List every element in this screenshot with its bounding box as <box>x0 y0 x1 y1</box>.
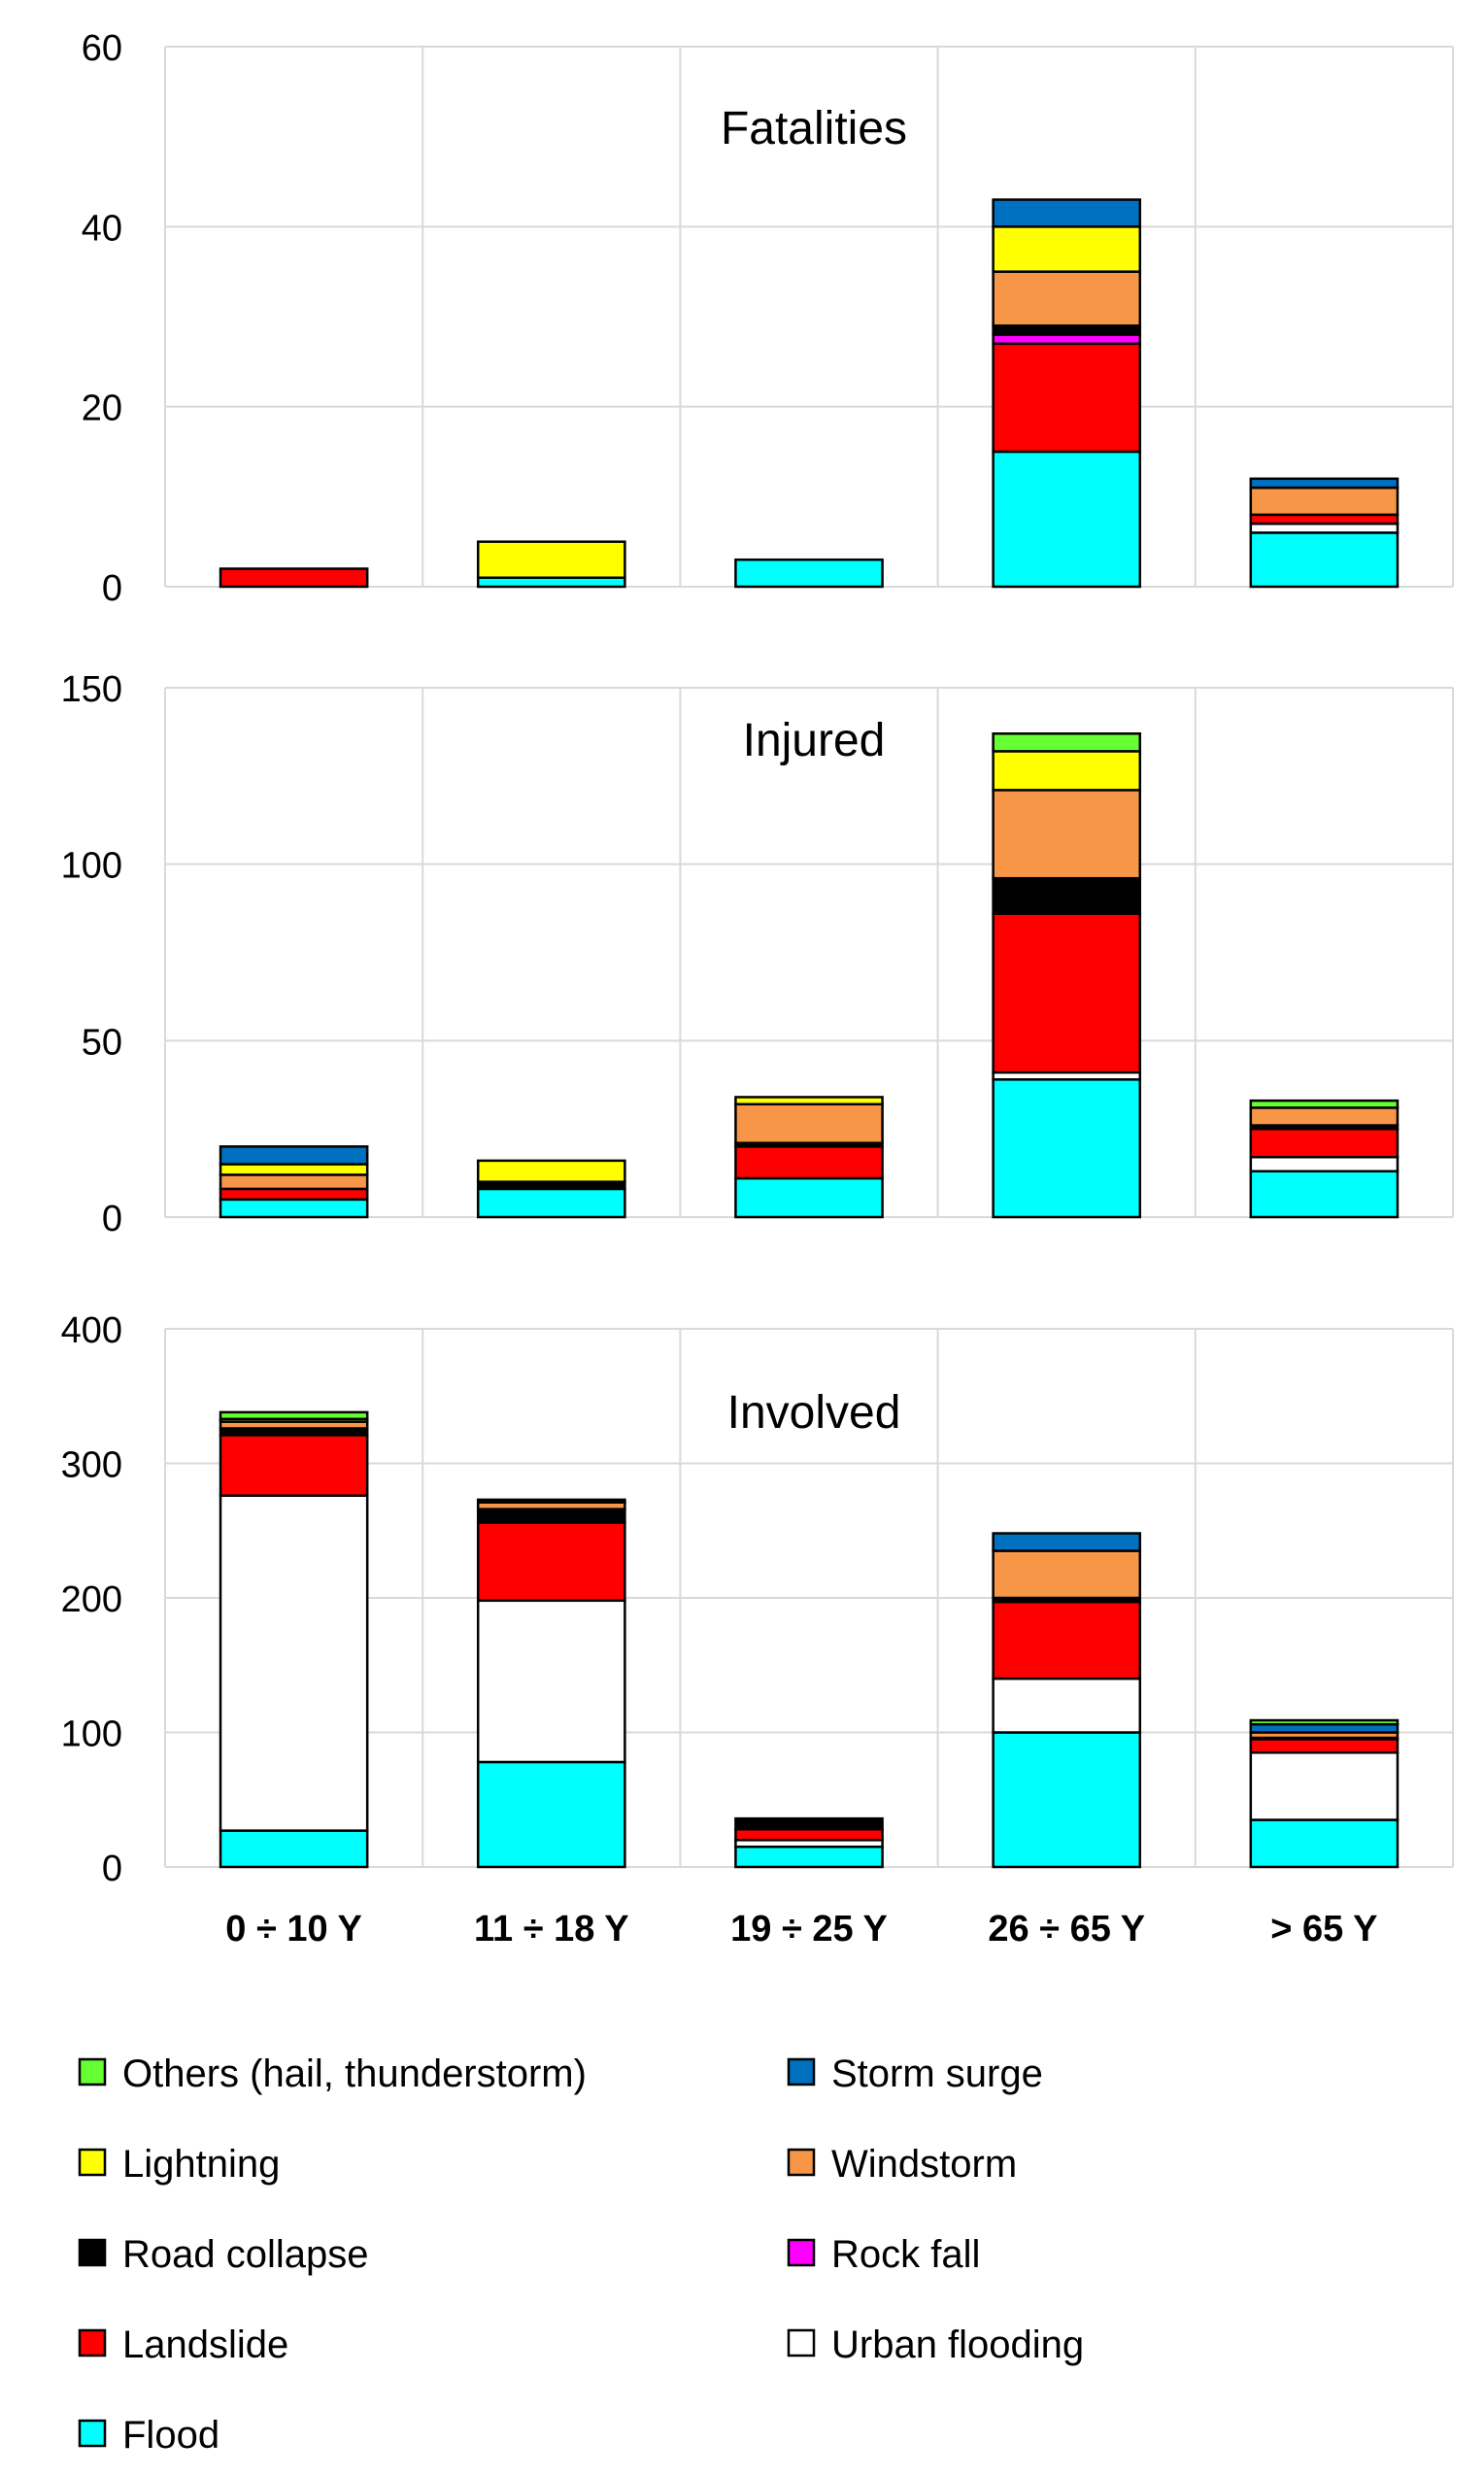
bar-segment-landslide <box>992 912 1142 1074</box>
y-tick-label: 0 <box>102 1199 122 1239</box>
bar-segment-landslide <box>992 342 1142 454</box>
legend-swatch-landslide <box>78 2328 107 2357</box>
legend-label-road: Road collapse <box>122 2233 369 2276</box>
bar-segment-others <box>219 1410 369 1421</box>
legend-label-flood: Flood <box>122 2414 219 2457</box>
bar-segment-urban <box>1249 522 1400 534</box>
bar-segment-flood <box>476 1760 626 1869</box>
y-tick-label: 200 <box>61 1579 122 1620</box>
legend-swatch-storm <box>787 2057 816 2086</box>
bar-segment-others <box>1249 1718 1400 1726</box>
x-category-label: 0 ÷ 10 Y <box>225 1909 362 1950</box>
bar-segment-road <box>734 1816 884 1831</box>
y-tick-label: 100 <box>61 846 122 887</box>
legend-label-landslide: Landslide <box>122 2323 288 2366</box>
bar-segment-urban <box>1249 1751 1400 1821</box>
bar-segment-landslide <box>219 567 369 589</box>
bar-segment-flood <box>734 1176 884 1219</box>
y-tick-label: 100 <box>61 1714 122 1755</box>
bar-segment-road <box>992 324 1142 336</box>
bar-segment-landslide <box>734 1145 884 1180</box>
bar-segment-landslide <box>992 1600 1142 1680</box>
bar-segment-urban <box>1249 1155 1400 1173</box>
x-category-label: 26 ÷ 65 Y <box>988 1909 1145 1950</box>
legend-label-urban: Urban flooding <box>831 2323 1084 2366</box>
bar-segment-landslide <box>1249 513 1400 526</box>
bar-segment-lightning <box>219 1163 369 1176</box>
bar-segment-urban <box>219 1494 369 1832</box>
bar-segment-flood <box>476 1187 626 1219</box>
bar-segment-flood <box>1249 531 1400 589</box>
bar-segment-urban <box>476 1599 626 1764</box>
bar-segment-others <box>476 1498 626 1503</box>
bar-segment-flood <box>992 1731 1142 1869</box>
bar-segment-lightning <box>992 750 1142 792</box>
bar-segment-flood <box>219 1829 369 1869</box>
bar-segment-storm <box>219 1145 369 1166</box>
bar-segment-windstorm <box>1249 486 1400 517</box>
legend-swatch-others <box>78 2057 107 2086</box>
bar-segment-flood <box>734 1845 884 1869</box>
bar-segment-flood <box>1249 1818 1400 1869</box>
legend-label-storm: Storm surge <box>831 2052 1043 2095</box>
bar-segment-landslide <box>219 1187 369 1202</box>
legend-swatch-lightning <box>78 2148 107 2177</box>
bar-segment-road <box>992 876 1142 915</box>
legend-swatch-urban <box>787 2328 816 2357</box>
legend-label-windstorm: Windstorm <box>831 2143 1017 2186</box>
bar-segment-lightning <box>476 1159 626 1183</box>
bar-segment-others <box>992 731 1142 753</box>
bar-segment-lightning <box>476 540 626 579</box>
y-tick-label: 60 <box>82 28 122 69</box>
legend-swatch-flood <box>78 2419 107 2448</box>
bar-segment-lightning <box>992 225 1142 273</box>
bar-segment-windstorm <box>219 1173 369 1191</box>
y-tick-label: 50 <box>82 1022 122 1063</box>
x-category-label: 19 ÷ 25 Y <box>730 1909 888 1950</box>
y-tick-label: 40 <box>82 208 122 249</box>
bar-segment-landslide <box>734 1827 884 1842</box>
bar-segment-flood <box>992 1078 1142 1219</box>
legend-swatch-windstorm <box>787 2148 816 2177</box>
panel-title: Injured <box>743 715 886 766</box>
bar-segment-lightning <box>734 1096 884 1105</box>
bar-segment-flood <box>219 1198 369 1219</box>
panel-title: Fatalities <box>721 103 907 154</box>
bar-segment-windstorm <box>992 1549 1142 1600</box>
bar-segment-landslide <box>1249 1127 1400 1159</box>
bar-segment-storm <box>992 198 1142 228</box>
bar-segment-landslide <box>1249 1738 1400 1754</box>
y-tick-label: 20 <box>82 389 122 429</box>
bar-segment-landslide <box>476 1521 626 1603</box>
bar-segment-road <box>476 1508 626 1524</box>
bar-segment-flood <box>992 450 1142 589</box>
bar-segment-windstorm <box>992 270 1142 327</box>
y-tick-label: 0 <box>102 568 122 609</box>
bar-segment-windstorm <box>1249 1106 1400 1127</box>
legend-label-lightning: Lightning <box>122 2143 280 2186</box>
bar-segment-storm <box>992 1532 1142 1552</box>
bar-segment-rockfall <box>992 333 1142 346</box>
bar-segment-landslide <box>219 1434 369 1497</box>
bar-segment-flood <box>1249 1170 1400 1219</box>
legend-label-others: Others (hail, thunderstorm) <box>122 2052 587 2095</box>
bar-segment-urban <box>992 1677 1142 1734</box>
bar-segment-windstorm <box>734 1102 884 1144</box>
y-tick-label: 150 <box>61 669 122 710</box>
bar-segment-windstorm <box>992 789 1142 880</box>
y-tick-label: 300 <box>61 1445 122 1486</box>
legend-swatch-road <box>78 2238 107 2267</box>
legend-label-rockfall: Rock fall <box>831 2233 980 2276</box>
bar-segment-storm <box>1249 477 1400 490</box>
bar-segment-others <box>1249 1099 1400 1109</box>
y-tick-label: 0 <box>102 1849 122 1889</box>
x-category-label: 11 ÷ 18 Y <box>474 1909 629 1950</box>
bar-segment-flood <box>734 558 884 589</box>
bar-segment-flood <box>476 576 626 589</box>
legend-swatch-rockfall <box>787 2238 816 2267</box>
panel-title: Involved <box>727 1387 901 1439</box>
y-tick-label: 400 <box>61 1310 122 1351</box>
x-category-label: > 65 Y <box>1270 1909 1377 1950</box>
